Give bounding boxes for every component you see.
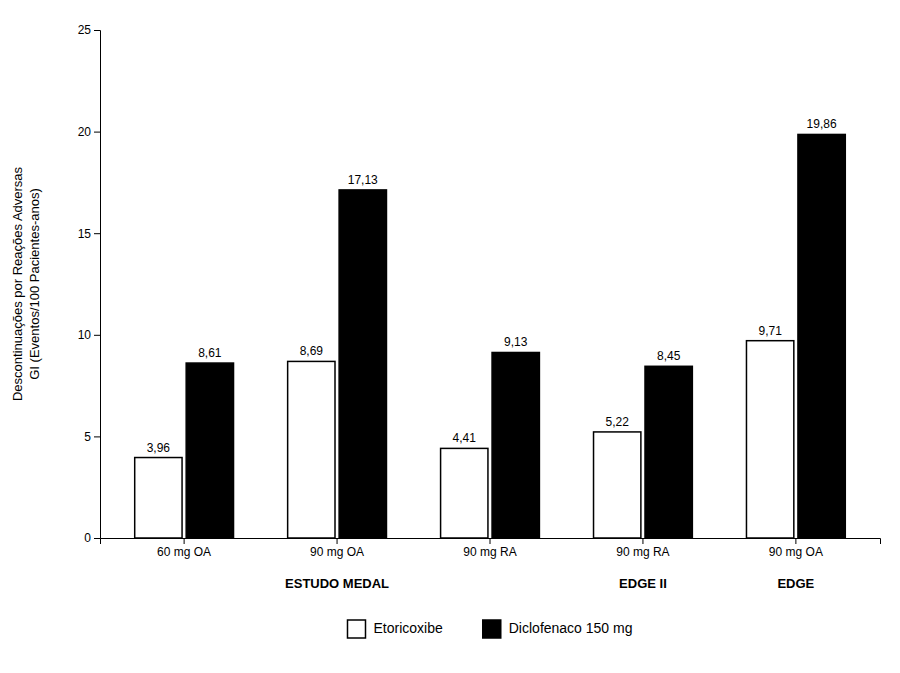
group-label: ESTUDO MEDAL — [285, 576, 389, 591]
legend-item: Diclofenaco 150 mg — [483, 620, 633, 638]
y-tick-mark — [94, 436, 100, 437]
plot: 0 5 10 15 20 25 60 mg OA 90 mg OA 90 mg RA 90 mg … — [10, 23, 881, 591]
group-label: EDGE — [777, 576, 814, 591]
bar-series — [186, 134, 845, 538]
chart: 0 5 10 15 20 25 60 mg OA 90 mg OA 90 mg RA 90 mg … — [0, 0, 900, 673]
bar — [798, 134, 845, 538]
data-labels: 3,96 8,69 4,41 5,22 9,71 8,61 17,13 9,13 8,45 19,… — [147, 117, 837, 454]
x-tick-label: 90 mg RA — [616, 545, 669, 559]
legend-label: Diclofenaco 150 mg — [509, 620, 633, 636]
y-tick-mark — [94, 30, 100, 31]
x-tick-mark — [490, 538, 491, 544]
legend-swatch — [483, 620, 501, 638]
data-label: 8,45 — [657, 349, 681, 363]
x-tick-label: 90 mg OA — [769, 545, 823, 559]
x-tick-label: 90 mg OA — [310, 545, 364, 559]
legend-swatch — [347, 620, 365, 638]
y-tick: 0 — [84, 531, 100, 545]
y-tick-label: 25 — [78, 23, 92, 37]
y-tick: 15 — [78, 227, 100, 241]
y-axis-title: Descontinuações por Reações AdversasGI (… — [10, 166, 42, 401]
bar — [594, 432, 641, 538]
y-tick-label: 10 — [78, 328, 92, 342]
data-label: 3,96 — [147, 441, 171, 455]
bar — [339, 190, 386, 538]
y-tick-label: 5 — [84, 430, 91, 444]
y-tick-label: 15 — [78, 227, 92, 241]
data-label: 19,86 — [807, 117, 837, 131]
x-axis-line — [101, 539, 881, 545]
x-tick-mark — [337, 538, 338, 544]
bar — [492, 352, 539, 538]
x-tick: 90 mg OA — [310, 538, 364, 559]
y-tick: 5 — [84, 430, 100, 444]
data-label: 8,69 — [300, 344, 324, 358]
y-tick-label: 20 — [78, 125, 92, 139]
y-tick-mark — [94, 538, 100, 539]
x-tick: 90 mg RA — [463, 538, 516, 559]
y-tick-mark — [94, 335, 100, 336]
x-tick: 90 mg RA — [616, 538, 669, 559]
y-tick: 20 — [78, 125, 100, 139]
data-label: 9,71 — [758, 324, 782, 338]
annotations: ESTUDO MEDAL EDGE II EDGE — [285, 576, 815, 591]
x-tick: 60 mg OA — [157, 538, 211, 559]
data-label: 17,13 — [348, 173, 378, 187]
y-tick-mark — [94, 233, 100, 234]
x-tick-label: 60 mg OA — [157, 545, 211, 559]
data-label: 9,13 — [504, 335, 528, 349]
x-axis: 60 mg OA 90 mg OA 90 mg RA 90 mg RA 90 mg OA — [101, 538, 881, 559]
x-tick-mark — [795, 538, 796, 544]
y-axis: 0 5 10 15 20 25 — [78, 23, 101, 545]
group-label: EDGE II — [619, 576, 667, 591]
bar — [135, 458, 182, 538]
y-tick-mark — [94, 132, 100, 133]
legend-item: Etoricoxibe — [347, 620, 442, 638]
y-axis-line — [94, 31, 101, 539]
bars — [135, 134, 846, 538]
y-tick: 25 — [78, 23, 100, 37]
data-label: 8,61 — [198, 346, 222, 360]
bar — [186, 363, 233, 538]
data-label: 4,41 — [453, 431, 477, 445]
bar — [441, 448, 488, 538]
y-tick-label: 0 — [84, 531, 91, 545]
legend: Etoricoxibe Diclofenaco 150 mg — [347, 620, 632, 638]
x-tick-mark — [184, 538, 185, 544]
data-label: 5,22 — [606, 415, 630, 429]
bar — [746, 341, 793, 538]
x-tick: 90 mg OA — [769, 538, 823, 559]
x-tick-mark — [642, 538, 643, 544]
bar-series — [135, 341, 794, 538]
y-tick: 10 — [78, 328, 100, 342]
legend-label: Etoricoxibe — [373, 620, 442, 636]
bar — [645, 366, 692, 538]
x-tick-label: 90 mg RA — [463, 545, 516, 559]
bar — [288, 361, 335, 538]
